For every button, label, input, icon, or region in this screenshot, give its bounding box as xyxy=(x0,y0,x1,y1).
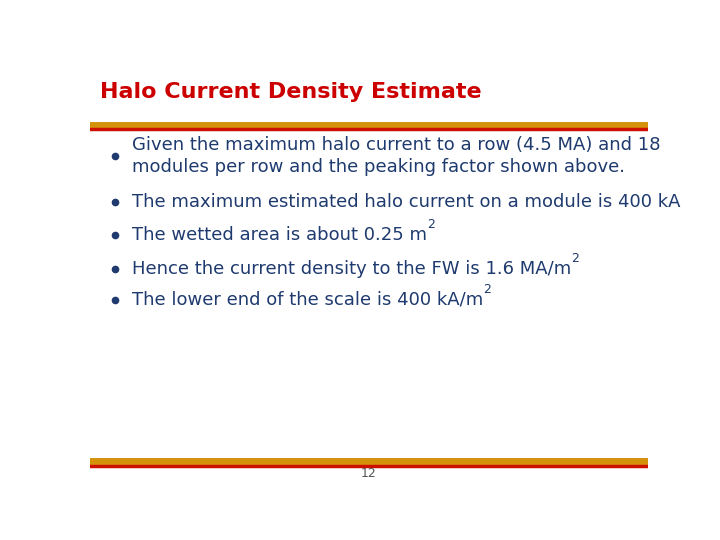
Text: modules per row and the peaking factor shown above.: modules per row and the peaking factor s… xyxy=(132,158,625,176)
Text: 12: 12 xyxy=(361,467,377,480)
Text: Hence the current density to the FW is 1.6 MA/m: Hence the current density to the FW is 1… xyxy=(132,260,571,278)
Text: Halo Current Density Estimate: Halo Current Density Estimate xyxy=(100,82,482,102)
Text: The lower end of the scale is 400 kA/m: The lower end of the scale is 400 kA/m xyxy=(132,291,483,309)
Text: Given the maximum halo current to a row (4.5 MA) and 18: Given the maximum halo current to a row … xyxy=(132,136,660,154)
Text: 2: 2 xyxy=(483,283,491,296)
Text: The maximum estimated halo current on a module is 400 kA: The maximum estimated halo current on a … xyxy=(132,193,680,211)
Text: 2: 2 xyxy=(571,252,579,265)
Text: The wetted area is about 0.25 m: The wetted area is about 0.25 m xyxy=(132,226,427,244)
Text: 2: 2 xyxy=(427,218,435,231)
